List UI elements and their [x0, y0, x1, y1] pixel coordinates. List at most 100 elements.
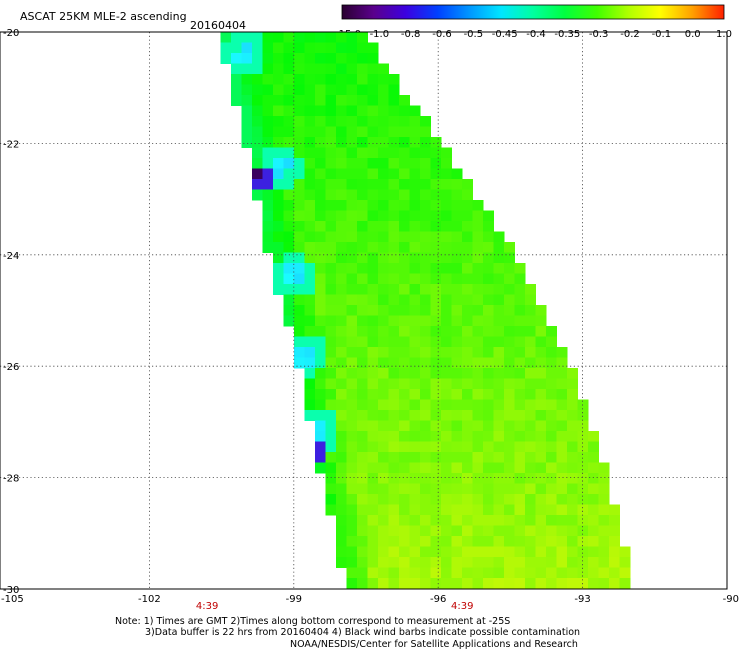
swath-cell [514, 378, 526, 390]
swath-cell [378, 578, 389, 589]
swath-cell [378, 420, 389, 432]
swath-cell [220, 32, 232, 43]
swath-cell [420, 399, 431, 411]
swath-cell [483, 452, 494, 463]
swath-cell [409, 336, 421, 348]
swath-cell [388, 389, 400, 400]
swath-cell [367, 588, 379, 589]
swath-cell [409, 137, 421, 148]
swath-cell [315, 116, 326, 127]
swath-cell [546, 536, 557, 547]
swath-cell [430, 536, 442, 547]
swath-cell [598, 504, 610, 516]
swath-cell [325, 483, 337, 495]
swath-cell [357, 252, 368, 264]
swath-cell [535, 462, 547, 474]
swath-cell [409, 462, 421, 474]
swath-cell [262, 63, 274, 75]
swath-cell [315, 105, 326, 117]
swath-cell [357, 326, 368, 337]
swath-cell [325, 252, 337, 264]
swath-cell [367, 368, 379, 379]
swath-cell [451, 242, 463, 253]
swath-cell [357, 200, 368, 211]
swath-cell [451, 179, 463, 190]
swath-cell [399, 420, 410, 432]
swath-cell [315, 126, 326, 138]
swath-cell [430, 158, 442, 169]
swath-cell [451, 399, 463, 411]
swath-cell [483, 515, 494, 526]
swath-cell [294, 105, 305, 117]
swath-cell [346, 95, 358, 106]
swath-cell [535, 504, 547, 516]
swath-cell [493, 347, 505, 358]
swath-cell [483, 242, 494, 253]
swath-cell [472, 441, 484, 453]
swath-cell [409, 536, 421, 547]
swath-cell [577, 567, 589, 579]
swath-cell [493, 399, 505, 411]
swath-cell [514, 315, 526, 327]
swath-cell [430, 147, 442, 159]
swath-cell [315, 231, 326, 243]
swath-cell [367, 105, 379, 117]
swath-cell [304, 42, 316, 54]
swath-cell [493, 431, 505, 442]
swath-cell [409, 284, 421, 295]
swath-cell [388, 578, 400, 589]
swath-cell [493, 368, 505, 379]
swath-cell [378, 473, 389, 484]
swath-cell [241, 137, 253, 148]
swath-cell [588, 462, 599, 474]
swath-cell [514, 473, 526, 484]
swath-cell [262, 116, 274, 127]
swath-cell [472, 294, 484, 306]
swath-cell [472, 284, 484, 295]
swath-cell [451, 315, 463, 327]
swath-cell [514, 504, 526, 516]
swath-cell [273, 116, 284, 127]
swath-cell [420, 389, 431, 400]
swath-cell [262, 179, 274, 190]
swath-cell [346, 578, 358, 589]
swath-cell [304, 53, 316, 64]
swath-cell [304, 179, 316, 190]
swath-cell [472, 273, 484, 285]
swath-cell [325, 53, 337, 64]
swath-cell [315, 200, 326, 211]
swath-cell [283, 105, 295, 117]
swath-cell [304, 263, 316, 274]
swath-cell [346, 168, 358, 180]
swath-cell [357, 452, 368, 463]
swath-cell [556, 462, 568, 474]
swath-cell [567, 546, 578, 558]
swath-cell [525, 525, 536, 537]
swath-cell [420, 126, 431, 138]
swath-cell [367, 273, 379, 285]
swath-cell [567, 431, 578, 442]
swath-cell [493, 588, 505, 589]
swath-cell [514, 536, 526, 547]
swath-cell [325, 42, 337, 54]
swath-cell [273, 210, 284, 222]
swath-cell [367, 221, 379, 232]
swath-cell [451, 567, 463, 579]
swath-cell [367, 536, 379, 547]
swath-cell [420, 515, 431, 526]
swath-cell [619, 557, 631, 568]
swath-cell [493, 252, 505, 264]
swath-cell [367, 84, 379, 96]
swath-cell [420, 441, 431, 453]
swath-cell [399, 221, 410, 232]
swath-cell [493, 357, 505, 369]
swath-cell [472, 357, 484, 369]
swath-cell [378, 410, 389, 421]
swath-cell [525, 336, 536, 348]
swath-cell [378, 221, 389, 232]
swath-cell [367, 305, 379, 316]
swath-cell [525, 399, 536, 411]
swath-cell [399, 158, 410, 169]
swath-cell [556, 378, 568, 390]
